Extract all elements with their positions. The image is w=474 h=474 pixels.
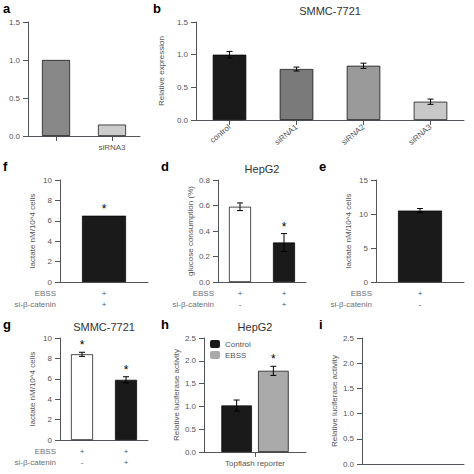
svg-text:-: - <box>239 300 242 309</box>
svg-text:5: 5 <box>364 244 369 253</box>
svg-text:0.5: 0.5 <box>343 434 355 443</box>
svg-text:Topflash reporter: Topflash reporter <box>225 459 285 468</box>
svg-text:2.0: 2.0 <box>185 356 197 365</box>
svg-text:2.5: 2.5 <box>343 334 355 343</box>
svg-text:Relative expression: Relative expression <box>157 36 166 106</box>
svg-text:0: 0 <box>48 436 53 445</box>
svg-text:Relative luciferase activity: Relative luciferase activity <box>172 349 181 441</box>
svg-text:lactate nM/10^4 cells: lactate nM/10^4 cells <box>344 194 353 268</box>
svg-text:1.5: 1.5 <box>185 379 197 388</box>
svg-text:siRNA2: siRNA2 <box>340 122 367 147</box>
svg-text:0.0: 0.0 <box>185 448 197 457</box>
svg-text:0.0: 0.0 <box>199 278 211 287</box>
svg-text:EBSS: EBSS <box>35 289 56 298</box>
svg-text:8: 8 <box>48 354 53 363</box>
svg-text:2.0: 2.0 <box>343 359 355 368</box>
svg-text:i: i <box>319 317 323 332</box>
svg-text:HepG2: HepG2 <box>245 163 280 175</box>
svg-text:Control: Control <box>225 340 251 349</box>
svg-text:+: + <box>102 300 107 309</box>
svg-text:+: + <box>282 300 287 309</box>
svg-text:1.5: 1.5 <box>9 18 21 27</box>
svg-text:*: * <box>80 338 85 352</box>
svg-text:0: 0 <box>48 278 53 287</box>
svg-text:4: 4 <box>48 395 53 404</box>
svg-text:1.0: 1.0 <box>185 402 197 411</box>
svg-text:SMMC-7721: SMMC-7721 <box>73 321 135 333</box>
svg-text:1.0: 1.0 <box>9 56 21 65</box>
svg-text:a: a <box>3 1 11 16</box>
svg-text:15: 15 <box>359 176 368 185</box>
svg-text:1.0: 1.0 <box>343 409 355 418</box>
svg-text:si-β-catenin: si-β-catenin <box>172 300 214 309</box>
svg-text:0.5: 0.5 <box>177 83 189 92</box>
svg-text:0.0: 0.0 <box>9 132 21 141</box>
svg-text:0: 0 <box>364 278 369 287</box>
svg-text:0.8: 0.8 <box>199 176 211 185</box>
svg-text:+: + <box>80 447 85 456</box>
svg-text:0.6: 0.6 <box>199 201 211 210</box>
svg-text:siRNA3: siRNA3 <box>98 143 126 152</box>
svg-text:EBSS: EBSS <box>35 447 56 456</box>
svg-text:h: h <box>161 317 169 332</box>
svg-text:*: * <box>102 202 107 216</box>
svg-text:EBSS: EBSS <box>351 289 372 298</box>
svg-text:d: d <box>161 159 169 174</box>
svg-text:glucose consumption (%): glucose consumption (%) <box>186 186 195 276</box>
svg-text:4: 4 <box>48 237 53 246</box>
svg-text:0.0: 0.0 <box>343 460 355 469</box>
svg-text:*: * <box>271 352 276 366</box>
svg-text:lactate nM/10^4 cells: lactate nM/10^4 cells <box>28 352 37 426</box>
svg-text:8: 8 <box>48 196 53 205</box>
svg-text:*: * <box>124 363 129 377</box>
svg-text:+: + <box>418 289 423 298</box>
svg-text:+: + <box>124 458 129 467</box>
svg-text:si-β-catenin: si-β-catenin <box>14 300 56 309</box>
svg-text:0.2: 0.2 <box>199 252 211 261</box>
svg-text:si-β-catenin: si-β-catenin <box>330 300 372 309</box>
svg-text:0.5: 0.5 <box>185 425 197 434</box>
svg-text:+: + <box>124 447 129 456</box>
svg-text:HepG2: HepG2 <box>238 321 273 333</box>
svg-text:*: * <box>282 220 287 234</box>
svg-text:1.0: 1.0 <box>177 50 189 59</box>
svg-text:2: 2 <box>48 415 53 424</box>
svg-text:0.4: 0.4 <box>199 227 211 236</box>
svg-text:0.5: 0.5 <box>9 94 21 103</box>
svg-text:+: + <box>102 289 107 298</box>
svg-text:f: f <box>3 159 8 174</box>
svg-text:SMMC-7721: SMMC-7721 <box>299 5 361 17</box>
svg-text:EBSS: EBSS <box>225 351 246 360</box>
svg-text:g: g <box>3 317 11 332</box>
svg-text:1.5: 1.5 <box>177 18 189 27</box>
svg-text:e: e <box>319 159 326 174</box>
svg-text:10: 10 <box>43 334 52 343</box>
svg-text:10: 10 <box>359 210 368 219</box>
svg-text:siRNA3: siRNA3 <box>407 122 434 147</box>
svg-text:10: 10 <box>43 176 52 185</box>
svg-text:1.5: 1.5 <box>343 384 355 393</box>
svg-text:6: 6 <box>48 374 53 383</box>
svg-text:-: - <box>419 300 422 309</box>
svg-text:2.5: 2.5 <box>185 334 197 343</box>
svg-text:0.0: 0.0 <box>177 116 189 125</box>
svg-text:si-β-catenin: si-β-catenin <box>14 458 56 467</box>
svg-text:siRNA1: siRNA1 <box>273 122 300 147</box>
svg-text:control: control <box>208 122 232 144</box>
svg-text:6: 6 <box>48 216 53 225</box>
svg-text:+: + <box>238 289 243 298</box>
svg-text:EBSS: EBSS <box>193 289 214 298</box>
svg-text:2: 2 <box>48 257 53 266</box>
svg-text:-: - <box>81 458 84 467</box>
svg-text:b: b <box>153 1 161 16</box>
svg-text:Relative luciferase activity: Relative luciferase activity <box>330 355 339 447</box>
svg-text:lactate nM/10^4 cells: lactate nM/10^4 cells <box>28 194 37 268</box>
svg-text:+: + <box>282 289 287 298</box>
